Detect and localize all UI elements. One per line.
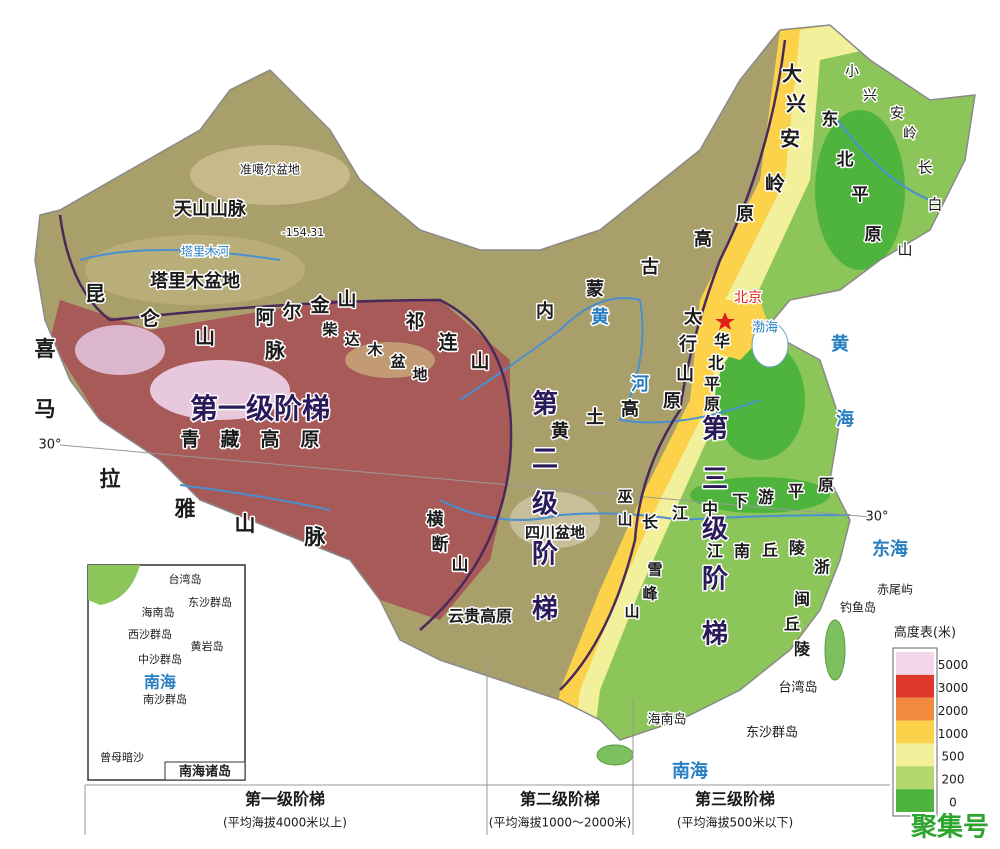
step-name: 第二级阶梯 [520,790,600,809]
inset-label: 西沙群岛 [128,627,172,641]
qaidam-basin [345,342,435,378]
map-label: 塔里木盆地 [150,270,240,292]
legend-label: 1000 [938,727,969,741]
map-label: 天山山脉 [174,198,247,220]
legend-swatch [896,674,934,698]
step-boundaries [58,39,787,691]
legend-label: 5000 [938,658,969,672]
step-one-boundary [58,214,513,631]
map-label: 北京 [734,290,762,306]
high-plateau [75,325,165,375]
map-label: 海南岛 [647,712,686,728]
map-label: -154.31 [282,226,324,239]
map-label: 台湾岛 [778,680,817,696]
map-label: 赤尾屿 [877,583,913,597]
step-name: 第三级阶梯 [695,790,775,809]
legend-label: 3000 [938,681,969,695]
map-label: 南海 [672,760,708,782]
map-label: 30° [865,510,888,525]
northeast-plain [815,110,905,270]
inset-label: 台湾岛 [169,572,202,586]
inset-label: 海南岛 [142,605,175,619]
legend-swatch [896,652,934,675]
legend-swatch [896,743,934,767]
inset-label: 东沙群岛 [188,595,232,609]
legend-label: 500 [942,750,965,764]
junggar-basin [190,145,350,205]
legend-swatch [896,720,934,744]
step-note: (平均海拔500米以下) [677,815,793,830]
map-label: 云贵高原 [448,607,512,626]
hainan-island [596,744,634,766]
legend-label: 0 [949,795,957,809]
tarim-river [79,249,281,261]
legend-label: 2000 [938,704,969,718]
bohai-sea [751,322,789,368]
inset-title: 南海诸岛 [179,764,231,780]
taiwan-island [824,619,846,681]
inset-label: 南沙群岛 [143,692,187,706]
legend-swatch [896,789,934,812]
map-label: 塔里木河 [181,245,229,259]
map-label: 30° [38,438,61,453]
map-label: 准噶尔盆地 [240,162,300,177]
map-label: 东沙群岛 [746,725,798,741]
sichuan-basin [510,492,600,548]
latitude-30 [59,444,871,518]
inset-frame [87,564,246,781]
inset-label: 曾母暗沙 [100,750,144,764]
inset-land [88,565,140,605]
inset-title-box [164,761,246,781]
footer-frame [84,660,890,835]
step-note: (平均海拔1000～2000米) [489,815,631,830]
map-label: 四川盆地 [525,524,585,542]
songhua-river [829,109,931,201]
legend-swatch [896,766,934,790]
yarlung-river [179,484,331,511]
beijing-star [715,312,735,330]
yangtze-river [439,499,851,522]
legend-title: 高度表(米) [894,625,956,641]
watermark: 聚集号 [910,812,989,843]
step-two-boundary [559,39,787,691]
tarim-basin [85,235,305,305]
inset-label: 中沙群岛 [138,652,182,666]
high-plateau [150,360,290,420]
map-label: 东海 [872,538,908,560]
inset-label: 黄岩岛 [191,639,224,653]
map-label: 第一级阶梯 [190,392,330,425]
step-name: 第一级阶梯 [245,790,325,809]
legend-label: 200 [942,773,965,787]
inset-label: 南海 [144,673,176,692]
inset [87,564,246,781]
yellow-river [459,297,761,424]
map-label: 钓鱼岛 [840,600,876,615]
legend-swatch [896,697,934,721]
rivers [79,109,931,522]
map-label: 渤海 [752,320,778,336]
step-note: (平均海拔4000米以上) [223,815,347,830]
